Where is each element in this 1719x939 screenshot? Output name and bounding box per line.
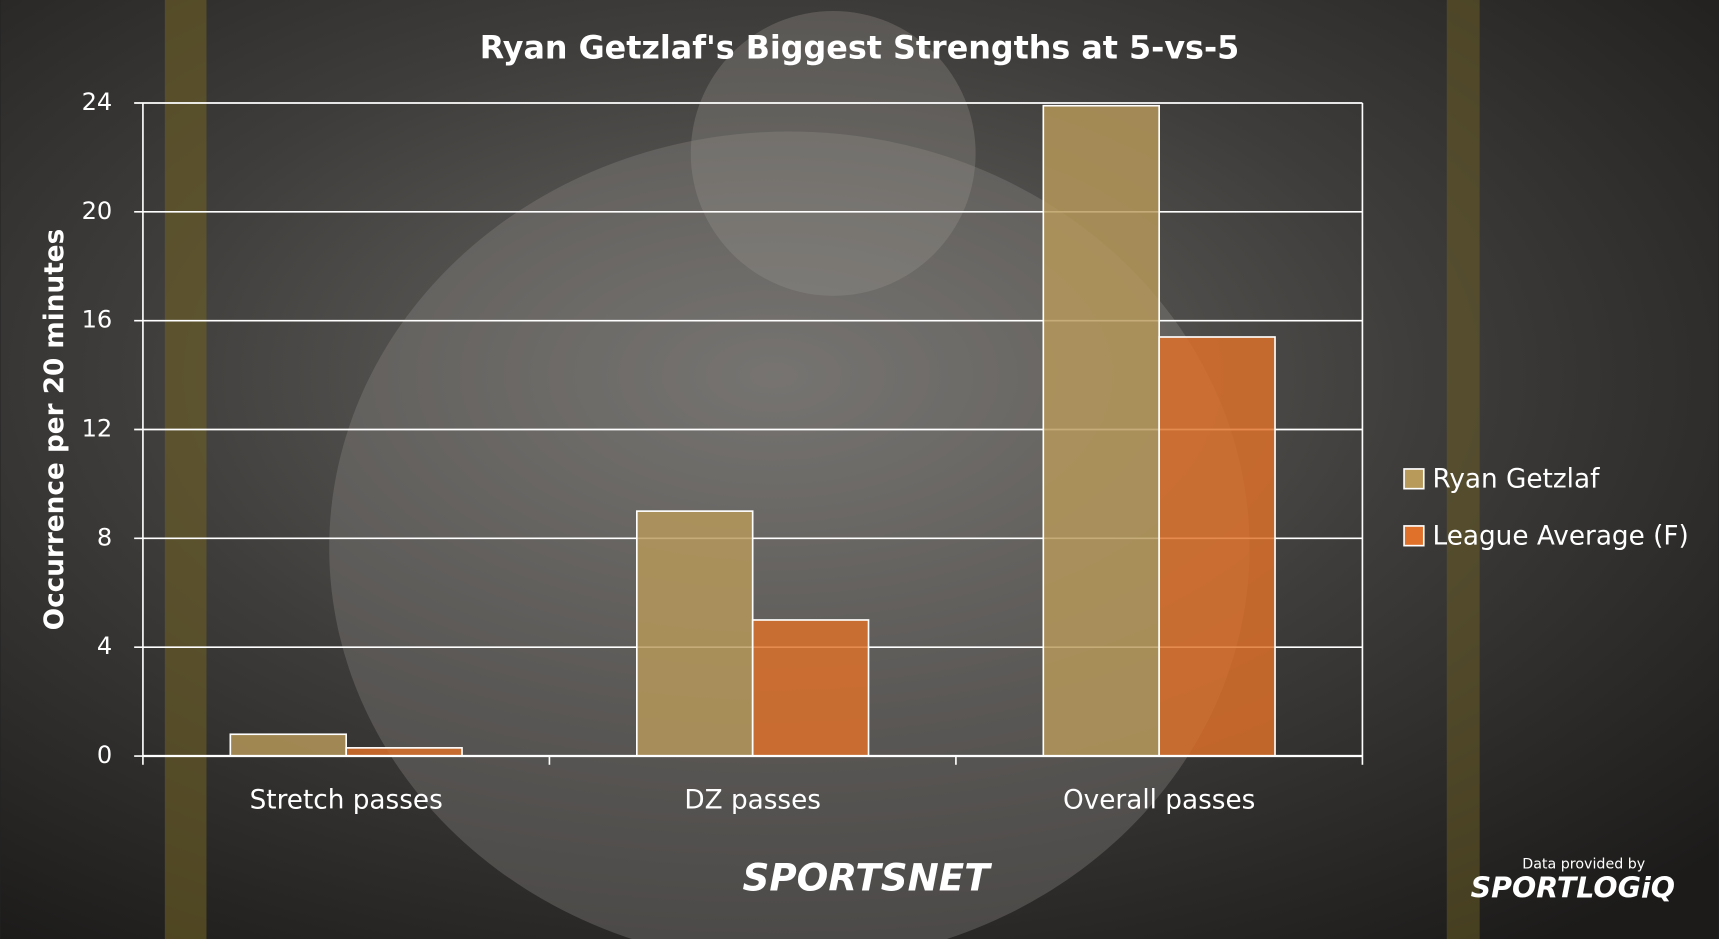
background-post <box>1446 0 1480 939</box>
legend-swatch <box>1403 525 1425 547</box>
x-tick-label: Overall passes <box>1063 785 1255 815</box>
bar <box>1158 336 1276 757</box>
bar <box>345 747 463 757</box>
bar <box>1042 104 1160 757</box>
bar <box>229 733 347 757</box>
background-post <box>164 0 207 939</box>
bar <box>635 510 754 757</box>
y-tick-label: 12 <box>82 415 113 443</box>
y-tick-label: 16 <box>82 306 113 334</box>
y-tick-label: 4 <box>97 632 112 660</box>
y-tick-label: 0 <box>97 741 112 769</box>
background-player <box>329 131 1250 939</box>
y-tick-label: 24 <box>82 88 113 116</box>
legend-label: League Average (F) <box>1433 521 1689 551</box>
y-tick-label: 8 <box>97 523 112 551</box>
bar <box>751 619 870 757</box>
legend-swatch <box>1403 468 1425 490</box>
x-tick-label: Stretch passes <box>250 785 443 815</box>
x-tick-label: DZ passes <box>684 785 821 815</box>
credit: Data provided by <box>1522 856 1645 872</box>
legend-label: Ryan Getzlaf <box>1433 464 1601 494</box>
logo: SPORTSNET <box>743 855 993 899</box>
chart-title: Ryan Getzlaf's Biggest Strengths at 5-vs… <box>480 30 1240 66</box>
y-axis-label: Occurrence per 20 minutes <box>40 229 70 631</box>
background-player <box>690 10 976 296</box>
provider: SPORTLOGiQ <box>1471 872 1675 905</box>
y-tick-label: 20 <box>82 197 113 225</box>
